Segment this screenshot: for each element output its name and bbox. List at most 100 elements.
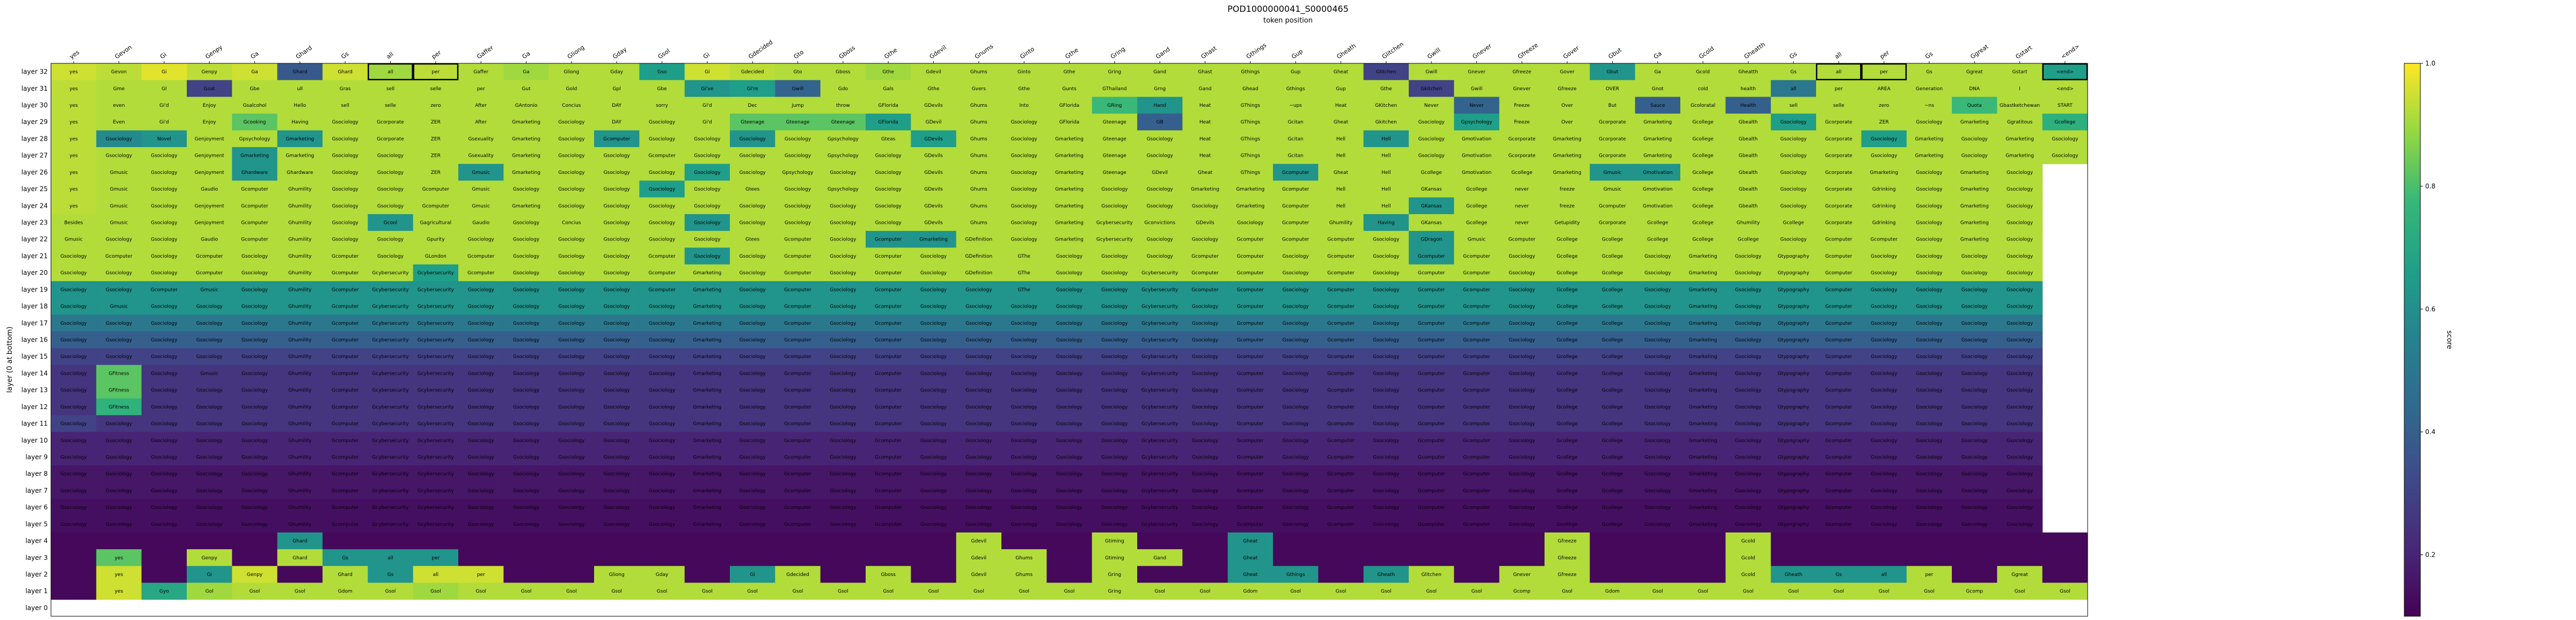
heatmap-cell (820, 382, 866, 399)
cell-label: Gsociology (1192, 488, 1219, 494)
heatmap-cell (1997, 448, 2043, 466)
heatmap-cell (277, 499, 323, 516)
cell-label: Gsociology (1735, 505, 1762, 510)
cell-label: Gmarketing (1055, 136, 1084, 142)
heatmap-cell (1227, 465, 1274, 483)
heatmap-cell (1770, 398, 1817, 415)
cell-label: Gsociology (1373, 505, 1400, 510)
heatmap-cell (594, 180, 640, 198)
heatmap-cell (684, 147, 730, 164)
heatmap-cell (1499, 113, 1545, 131)
heatmap-cell (1770, 231, 1817, 248)
heatmap-cell (187, 130, 232, 148)
cell-label: Gsociology (513, 405, 540, 410)
cell-label: Glitchen (1421, 572, 1441, 578)
cell-label: Gboss (836, 70, 851, 75)
cell-label: Grng (1154, 86, 1166, 92)
heatmap-cell (1635, 247, 1681, 265)
heatmap-cell (1001, 231, 1047, 248)
heatmap-cell (51, 147, 97, 164)
heatmap-cell (1861, 113, 1907, 131)
cell-label: Gcomputer (1327, 287, 1355, 293)
heatmap-cell (413, 382, 459, 399)
cell-label: Gsociology (649, 388, 676, 393)
cell-label: Gsociology (1644, 472, 1671, 477)
cell-label: Gsociology (377, 237, 404, 243)
heatmap-cell (51, 214, 97, 231)
cell-label: Gsociology (1373, 522, 1400, 527)
heatmap-cell (820, 566, 866, 583)
heatmap-cell (1725, 281, 1772, 298)
heatmap-cell (232, 231, 278, 248)
cell-label: Gcomputer (1418, 388, 1445, 393)
heatmap-cell (1001, 97, 1047, 114)
heatmap-cell (684, 499, 730, 516)
cell-label: Gcold (1741, 572, 1755, 578)
heatmap-cell (187, 231, 232, 248)
heatmap-cell (1816, 214, 1862, 231)
cell-label: Gut (522, 86, 531, 92)
cell-label: Gcollege (1511, 170, 1533, 176)
heatmap-cell (1499, 482, 1545, 500)
heatmap-cell (911, 231, 957, 248)
heatmap-cell (96, 532, 142, 550)
cell-label: Gsociology (875, 170, 902, 176)
heatmap-cell (413, 197, 459, 215)
cell-label: Gl (162, 86, 166, 92)
heatmap-cell (1861, 331, 1907, 349)
cell-label: Gcollege (1557, 321, 1578, 326)
cell-label: Gsociology (830, 405, 857, 410)
cell-label: Gsociology (830, 354, 857, 360)
cell-label: Gmarketing (512, 120, 540, 125)
cell-label: Gsociology (468, 421, 495, 427)
cell-label: Gsociology (740, 203, 766, 209)
heatmap-cell (684, 465, 730, 483)
heatmap-cell (1318, 532, 1364, 550)
cell-label: Gcomputer (1418, 421, 1445, 427)
cell-label: Gcybersecurity (1141, 371, 1179, 376)
cell-label: per (431, 556, 440, 561)
heatmap-cell (1454, 80, 1500, 97)
heatmap-cell (1545, 549, 1590, 566)
cell-label: sorry (656, 103, 668, 108)
cell-label: Gcomputer (1463, 304, 1490, 310)
cell-label: Gsociology (241, 321, 268, 326)
heatmap-cell (1137, 331, 1183, 349)
heatmap-cell (1997, 566, 2043, 583)
cell-label: all (1791, 86, 1797, 92)
heatmap-cell (820, 164, 866, 181)
heatmap-cell (458, 566, 504, 583)
heatmap-cell (1816, 180, 1862, 198)
heatmap-cell (594, 281, 640, 298)
cell-label: Gsociology (830, 338, 857, 343)
cell-label: Heat (1199, 103, 1211, 108)
heatmap-cell (594, 382, 640, 399)
cell-label: yes (69, 70, 78, 75)
heatmap-cell (1861, 432, 1907, 449)
heatmap-cell (1499, 364, 1545, 382)
row-label: layer 7 (25, 487, 48, 494)
heatmap-cell (548, 63, 595, 81)
heatmap-cell (413, 315, 459, 332)
heatmap-cell (1227, 566, 1274, 583)
heatmap-cell (503, 448, 550, 466)
heatmap-cell (368, 197, 414, 215)
heatmap-cell (684, 482, 730, 500)
cell-label: Gmarketing (1689, 405, 1717, 410)
heatmap-cell (1046, 80, 1093, 97)
heatmap-cell (1273, 382, 1319, 399)
heatmap-cell (1906, 448, 1952, 466)
heatmap-cell (1499, 465, 1545, 483)
heatmap-cell (1273, 97, 1319, 114)
cell-label: Gsociology (1871, 472, 1898, 477)
cell-label: Gmusic (110, 304, 128, 310)
cell-label: yes (69, 154, 78, 159)
row-label: layer 32 (21, 68, 48, 76)
cell-label: Gsociology (151, 304, 178, 310)
cell-label: Gsociology (1011, 371, 1038, 376)
heatmap-cell (1499, 415, 1545, 433)
cell-label: AREA (1877, 86, 1891, 92)
cell-label: Gsociology (106, 472, 133, 477)
heatmap-cell (1997, 482, 2043, 500)
